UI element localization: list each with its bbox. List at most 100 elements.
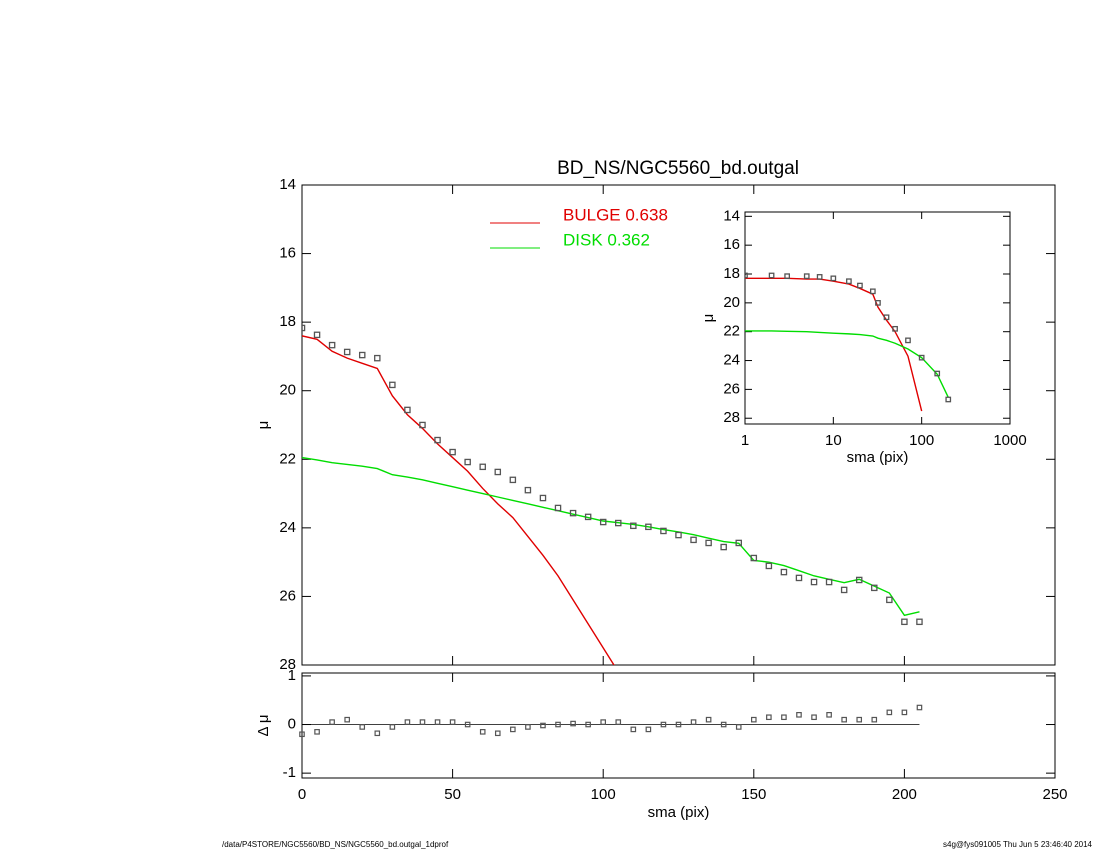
data-point [784, 273, 790, 280]
data-point [494, 468, 502, 476]
y-tick-label: 26 [279, 587, 296, 604]
data-point [855, 576, 863, 584]
residual-point [886, 709, 893, 716]
data-point [389, 381, 396, 389]
data-point [313, 331, 321, 339]
data-point [404, 406, 411, 414]
residual-point [344, 716, 350, 723]
residual-point [720, 721, 727, 728]
x-tick-label: 50 [444, 786, 461, 803]
data-point [871, 584, 878, 592]
residual-point [750, 716, 757, 723]
y-tick-label: 24 [279, 519, 296, 536]
residual-point [766, 714, 772, 721]
residual-point [600, 719, 607, 725]
data-point [934, 370, 941, 377]
data-point [846, 278, 852, 285]
y-tick-label: 1 [288, 667, 296, 684]
x-tick-label: 10 [825, 432, 842, 449]
data-point [892, 325, 898, 332]
data-point [569, 509, 577, 517]
y-axis-label: μ [700, 314, 717, 323]
residual-point [314, 729, 320, 735]
data-point [358, 351, 366, 359]
data-point [343, 348, 351, 356]
residual-point [811, 714, 817, 721]
residual-point [555, 721, 561, 728]
model-line [745, 277, 923, 412]
data-point [524, 486, 532, 494]
y-tick-label: 20 [723, 294, 740, 311]
data-point [509, 476, 517, 484]
data-point [901, 618, 908, 626]
residual-point [705, 716, 712, 723]
residual-point [585, 721, 591, 728]
residual-point [404, 719, 411, 725]
residual-point [374, 730, 381, 737]
residual-point [494, 730, 501, 737]
y-tick-label: -1 [283, 764, 296, 781]
data-point [916, 618, 923, 626]
x-tick-label: 100 [591, 786, 616, 803]
data-point [479, 463, 486, 471]
residual-point [359, 724, 366, 730]
residual-point [525, 724, 531, 730]
model-line [302, 456, 920, 617]
y-tick-label: 16 [279, 245, 296, 262]
y-tick-label: 18 [279, 313, 296, 330]
residual-point [570, 720, 576, 727]
data-point [615, 519, 622, 527]
x-axis-label: sma (pix) [648, 804, 710, 821]
residual-point [630, 726, 637, 733]
data-point [720, 543, 727, 551]
legend-label: BULGE 0.638 [563, 205, 668, 224]
data-point [883, 314, 890, 321]
y-tick-label: 28 [723, 409, 740, 426]
residual-point [826, 712, 832, 718]
data-point [735, 539, 742, 547]
residual-point [690, 719, 697, 725]
y-tick-label: 18 [723, 265, 740, 282]
residual-point [901, 709, 908, 716]
residual-point [871, 716, 878, 723]
y-tick-label: 28 [279, 656, 296, 673]
residual-point [735, 724, 742, 730]
y-tick-label: 20 [279, 382, 296, 399]
y-tick-label: 22 [723, 323, 740, 340]
footer-right: s4g@fys091005 Thu Jun 5 23:46:40 2014 [943, 840, 1093, 849]
y-tick-label: 24 [723, 352, 740, 369]
x-tick-label: 200 [892, 786, 917, 803]
residual-point [434, 719, 441, 725]
residual-point [916, 704, 923, 711]
data-point [434, 436, 441, 444]
y-tick-label: 14 [279, 176, 296, 193]
residual-point [479, 729, 486, 735]
model-line [745, 330, 949, 398]
data-point [584, 513, 592, 521]
legend-label: DISK 0.362 [563, 230, 650, 249]
data-point [705, 539, 712, 547]
y-axis-label: μ [255, 421, 272, 430]
y-tick-label: 0 [288, 715, 296, 732]
data-point [905, 337, 911, 344]
x-tick-label: 1 [741, 432, 749, 449]
residual-point [540, 722, 546, 729]
residual-point [329, 719, 335, 725]
residual-point [389, 724, 396, 730]
data-point [464, 458, 471, 466]
x-tick-label: 100 [909, 432, 934, 449]
residual-point [299, 731, 305, 738]
y-tick-label: 16 [723, 236, 740, 253]
plot-area [745, 272, 952, 412]
data-point [857, 282, 863, 289]
x-tick-label: 0 [298, 786, 306, 803]
data-point [374, 354, 381, 362]
data-point [875, 300, 881, 306]
data-point [918, 354, 925, 361]
data-point [768, 272, 775, 279]
data-point [945, 396, 952, 403]
data-point [645, 523, 652, 531]
plot-area [302, 324, 923, 665]
model-line [302, 335, 615, 665]
residual-point [796, 712, 802, 718]
